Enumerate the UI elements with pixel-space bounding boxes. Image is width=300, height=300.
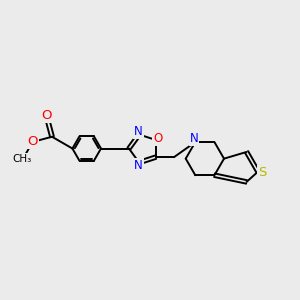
Text: N: N [134, 159, 143, 172]
Text: O: O [27, 135, 38, 148]
Text: N: N [190, 132, 198, 145]
Text: N: N [134, 125, 143, 138]
Text: O: O [153, 132, 163, 145]
Text: CH₃: CH₃ [13, 154, 32, 164]
Text: O: O [42, 109, 52, 122]
Text: S: S [258, 166, 266, 179]
